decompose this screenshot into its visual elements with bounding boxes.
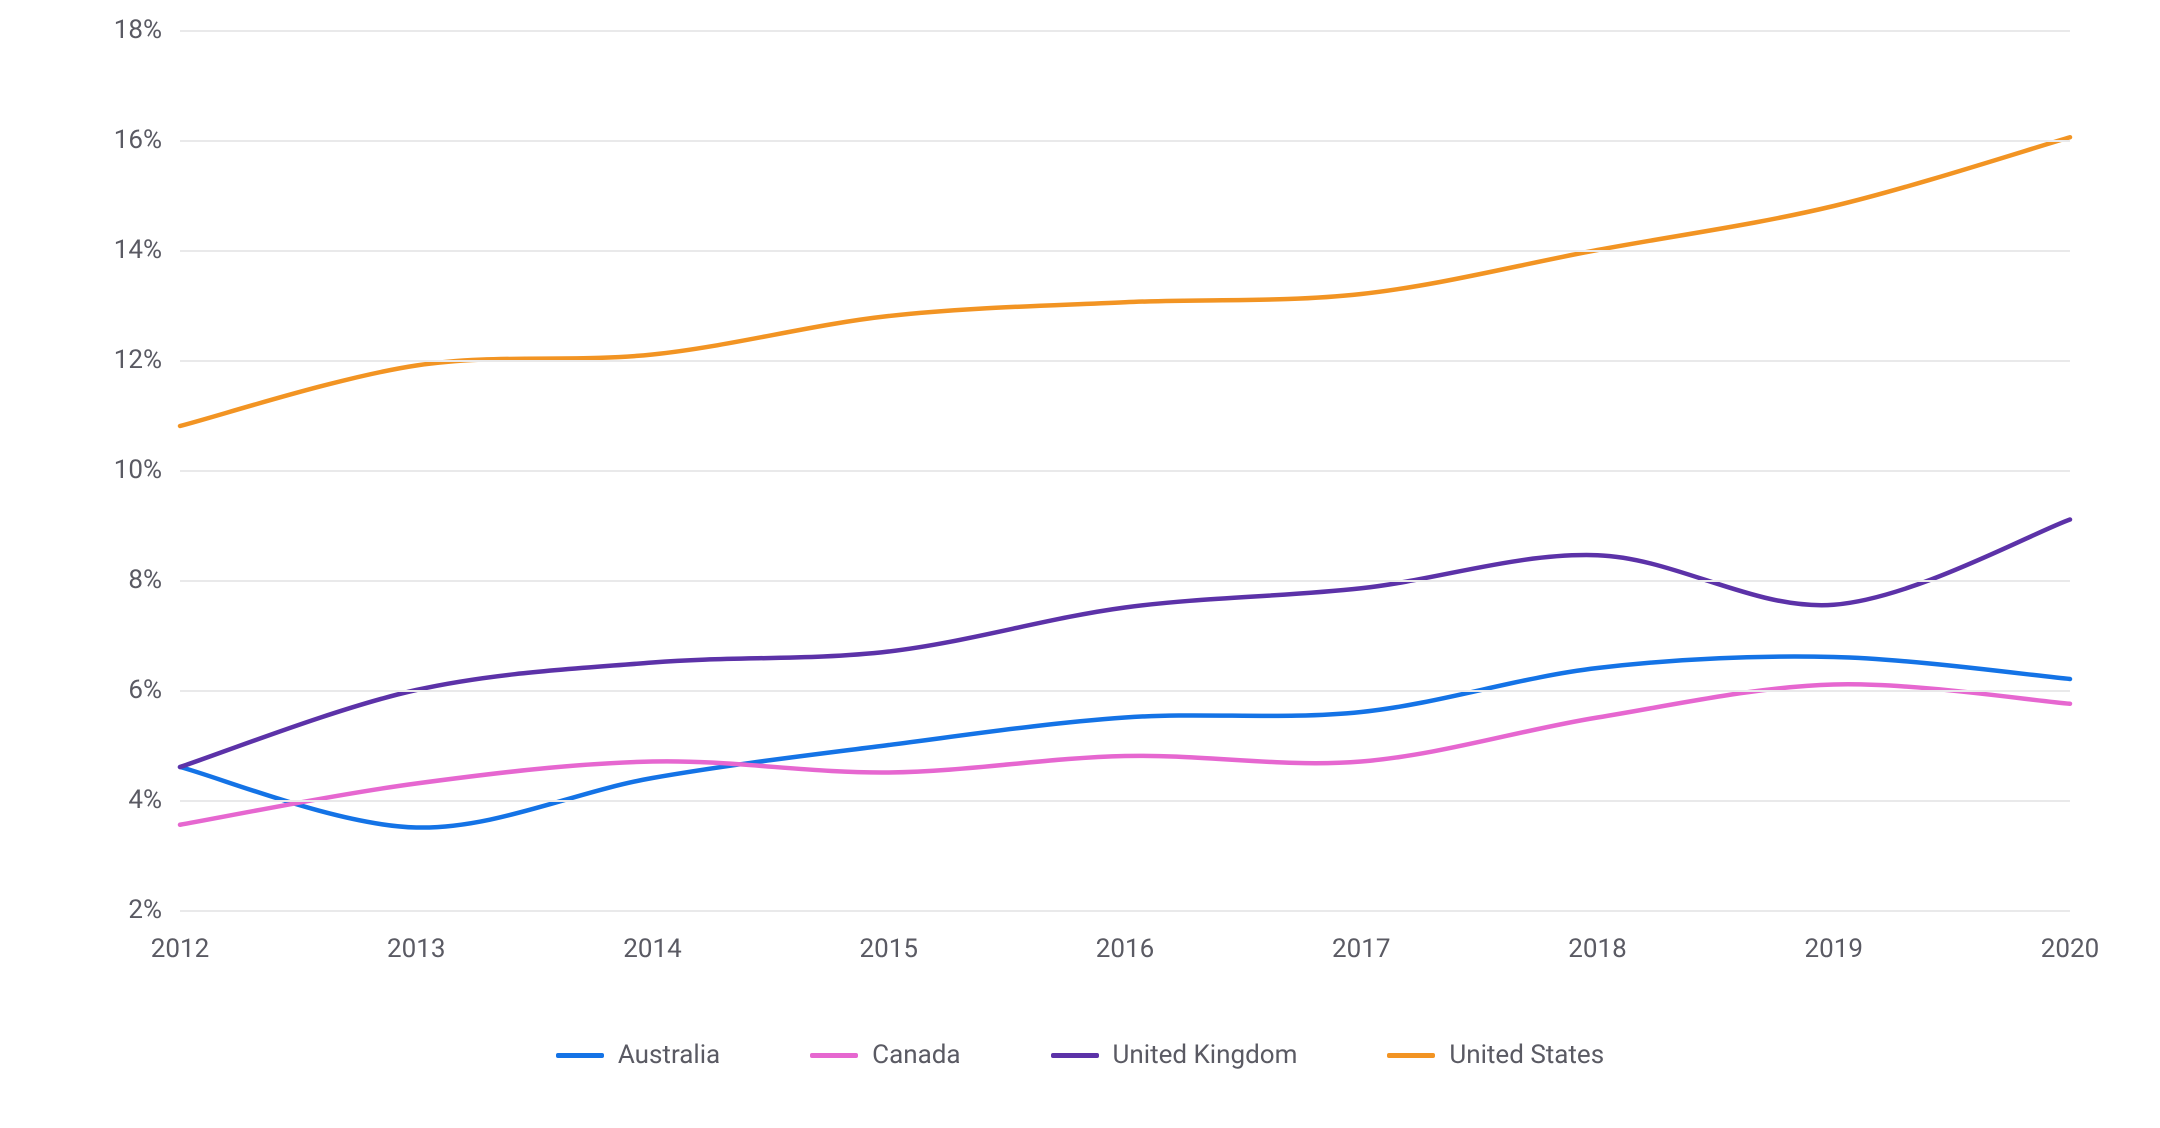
- legend-item: United States: [1387, 1040, 1604, 1070]
- gridline: [180, 140, 2070, 142]
- y-axis-tick-label: 4%: [128, 785, 180, 815]
- gridline: [180, 580, 2070, 582]
- plot-area: 2%4%6%8%10%12%14%16%18%20122013201420152…: [180, 30, 2070, 910]
- y-axis-tick-label: 6%: [128, 675, 180, 705]
- legend-swatch: [556, 1053, 604, 1058]
- x-axis-tick-label: 2015: [860, 910, 918, 964]
- y-axis-tick-label: 18%: [114, 15, 180, 45]
- x-axis-tick-label: 2012: [151, 910, 209, 964]
- x-axis-tick-label: 2016: [1096, 910, 1154, 964]
- legend-label: United Kingdom: [1113, 1040, 1298, 1070]
- legend-label: Canada: [872, 1040, 960, 1070]
- legend-swatch: [1387, 1053, 1435, 1058]
- y-axis-tick-label: 16%: [114, 125, 180, 155]
- x-axis-tick-label: 2014: [623, 910, 681, 964]
- x-axis-tick-label: 2017: [1332, 910, 1390, 964]
- legend-item: United Kingdom: [1051, 1040, 1298, 1070]
- y-axis-tick-label: 10%: [114, 455, 180, 485]
- legend-swatch: [810, 1053, 858, 1058]
- x-axis-tick-label: 2013: [387, 910, 445, 964]
- x-axis-tick-label: 2019: [1805, 910, 1863, 964]
- gridline: [180, 360, 2070, 362]
- y-axis-tick-label: 12%: [114, 345, 180, 375]
- legend: Australia Canada United Kingdom United Stat…: [0, 1040, 2160, 1070]
- series-line: [180, 520, 2070, 768]
- gridline: [180, 690, 2070, 692]
- x-axis-tick-label: 2020: [2041, 910, 2099, 964]
- gridline: [180, 250, 2070, 252]
- series-line: [180, 684, 2070, 824]
- x-axis-tick-label: 2018: [1568, 910, 1626, 964]
- y-axis-tick-label: 14%: [114, 235, 180, 265]
- legend-label: United States: [1449, 1040, 1604, 1070]
- gridline: [180, 30, 2070, 32]
- line-chart: 2%4%6%8%10%12%14%16%18%20122013201420152…: [0, 0, 2160, 1128]
- legend-item: Canada: [810, 1040, 960, 1070]
- legend-label: Australia: [618, 1040, 720, 1070]
- legend-item: Australia: [556, 1040, 720, 1070]
- legend-swatch: [1051, 1053, 1099, 1058]
- y-axis-tick-label: 8%: [128, 565, 180, 595]
- gridline: [180, 470, 2070, 472]
- gridline: [180, 800, 2070, 802]
- series-line: [180, 137, 2070, 426]
